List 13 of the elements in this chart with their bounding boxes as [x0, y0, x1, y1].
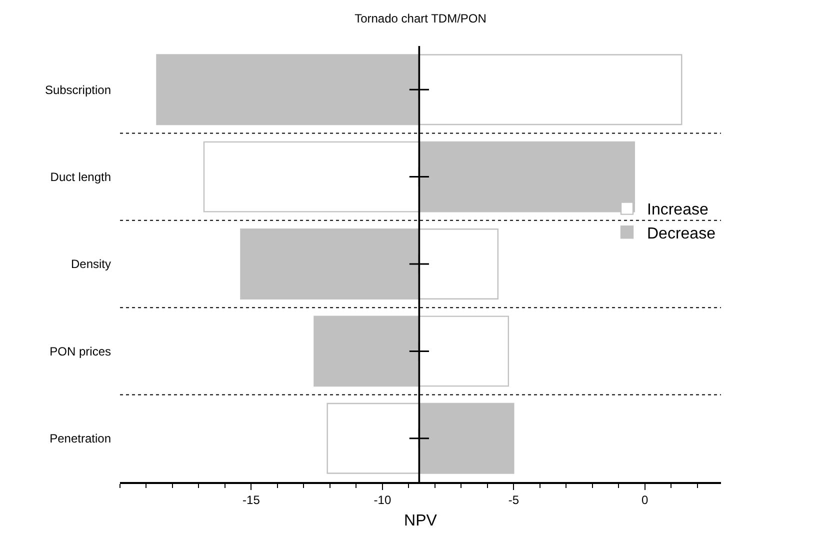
x-tick-label: -5 — [508, 493, 520, 508]
y-tick-label: Duct length — [50, 170, 111, 184]
y-tick-label: Penetration — [50, 432, 111, 446]
legend-label: Decrease — [647, 225, 716, 242]
x-tick-label: -15 — [242, 493, 260, 508]
legend-label: Increase — [647, 202, 708, 219]
y-tick-label: Subscription — [44, 82, 111, 97]
y-tick-label: Density — [70, 257, 111, 272]
chart-title: Tornado chart TDM/PON — [354, 11, 486, 26]
x-tick-label: -10 — [374, 493, 392, 508]
x-tick-label: 0 — [642, 493, 649, 508]
x-axis-title: NPV — [404, 512, 438, 530]
y-tick-label: PON prices — [50, 344, 111, 358]
